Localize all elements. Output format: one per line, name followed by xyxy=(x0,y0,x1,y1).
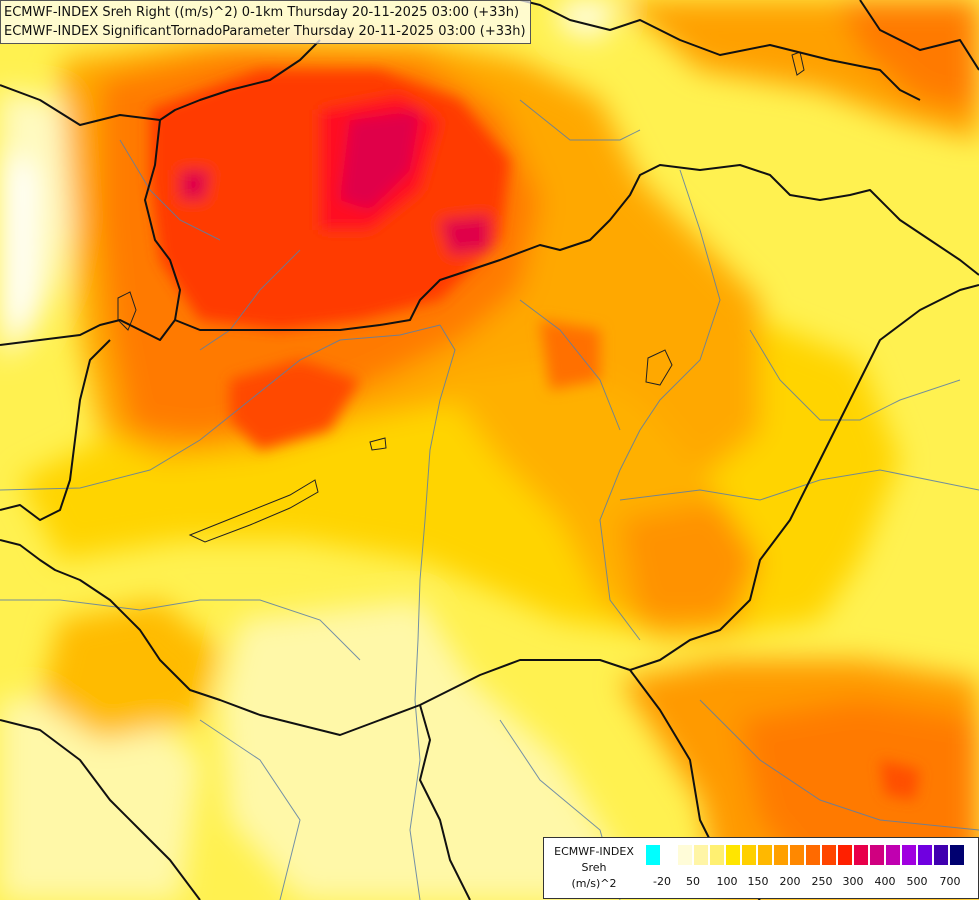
legend-tick-label: -20 xyxy=(653,875,671,888)
legend-swatch xyxy=(790,845,805,865)
legend-swatch xyxy=(950,845,965,865)
legend-tick-label: 200 xyxy=(779,875,801,888)
legend-swatch xyxy=(774,845,789,865)
legend-swatch xyxy=(758,845,773,865)
legend-swatch xyxy=(822,845,837,865)
legend-swatch xyxy=(726,845,741,865)
legend-swatch xyxy=(678,845,693,865)
legend-tick-label: 150 xyxy=(747,875,769,888)
legend-tick-label: 500 xyxy=(906,875,928,888)
map-title-stp: ECMWF-INDEX SignificantTornadoParameter … xyxy=(4,24,526,39)
legend-name-line-2: Sreh xyxy=(581,861,607,874)
legend-name: ECMWF-INDEX Sreh (m/s)^2 xyxy=(544,844,644,892)
legend-swatch xyxy=(806,845,821,865)
legend-swatch xyxy=(902,845,917,865)
map-title-sreh: ECMWF-INDEX Sreh Right ((m/s)^2) 0-1km T… xyxy=(4,5,520,20)
legend-swatch xyxy=(854,845,869,865)
legend-swatch xyxy=(710,845,725,865)
legend-swatch xyxy=(694,845,709,865)
map-title-box: ECMWF-INDEX Sreh Right ((m/s)^2) 0-1km T… xyxy=(0,0,531,44)
legend-swatch xyxy=(646,845,661,865)
lakes xyxy=(117,51,805,543)
legend-swatch xyxy=(918,845,933,865)
legend-tick-label: 50 xyxy=(686,875,700,888)
legend-swatch xyxy=(870,845,885,865)
legend-name-line-3: (m/s)^2 xyxy=(571,877,617,890)
legend-tick-label: 700 xyxy=(939,875,961,888)
legend-swatch xyxy=(742,845,757,865)
legend-tick-label: 400 xyxy=(874,875,896,888)
legend-swatch xyxy=(934,845,949,865)
color-legend: ECMWF-INDEX Sreh (m/s)^2 -20 50 100 150 200 2… xyxy=(543,837,979,899)
legend-swatch xyxy=(838,845,853,865)
legend-swatch xyxy=(886,845,901,865)
legend-name-line-1: ECMWF-INDEX xyxy=(554,845,634,858)
legend-swatch xyxy=(662,845,677,865)
legend-tick-label: 250 xyxy=(811,875,833,888)
legend-tick-label: 100 xyxy=(716,875,738,888)
legend-tick-label: 300 xyxy=(842,875,864,888)
